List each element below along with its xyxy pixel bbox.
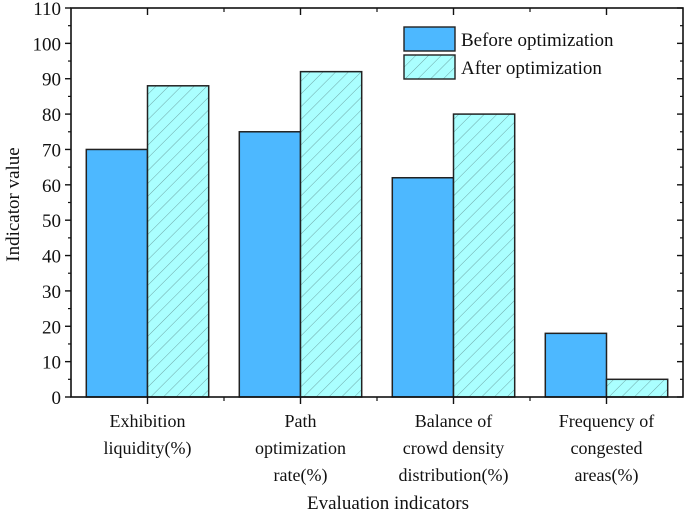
x-category-label: Path optimization rate(%) xyxy=(255,411,346,486)
bar-before-2 xyxy=(391,176,455,398)
x-category-label-line: Balance of xyxy=(415,411,492,431)
x-category-label-line: crowd density xyxy=(403,438,504,458)
bar-before-3 xyxy=(544,332,608,398)
bar-after-2 xyxy=(452,113,516,398)
y-tick-label: 50 xyxy=(42,211,61,232)
x-category-label-line: Exhibition xyxy=(110,411,186,431)
x-axis-title: Evaluation indicators xyxy=(307,493,469,514)
x-category-label-line: Frequency of xyxy=(559,411,654,431)
y-tick-label: 80 xyxy=(42,105,61,126)
y-tick-label: 70 xyxy=(42,140,61,161)
legend-label-before: Before optimization xyxy=(461,30,614,51)
bar-after-1 xyxy=(299,70,363,398)
legend-swatch-before xyxy=(403,26,456,52)
y-tick-label: 0 xyxy=(52,388,62,409)
bar-before-1 xyxy=(238,131,302,398)
legend-label-after: After optimization xyxy=(461,58,602,79)
x-category-label: Balance of crowd density distribution(%) xyxy=(399,411,509,486)
y-axis-title: Indicator value xyxy=(3,147,24,261)
x-category-label-line: liquidity(%) xyxy=(104,438,192,459)
y-tick-label: 100 xyxy=(33,34,62,55)
x-categories-group: Exhibition liquidity(%) Path optimization ra… xyxy=(104,8,654,486)
bar-after-0 xyxy=(146,85,210,398)
x-category-label-line: rate(%) xyxy=(274,465,328,486)
y-ticks-group: 0 10 20 30 40 50 60 70 80 90 100 110 xyxy=(33,0,683,409)
x-category-label-line: optimization xyxy=(255,438,346,458)
y-tick-label: 30 xyxy=(42,282,61,303)
y-tick-label: 20 xyxy=(42,317,61,338)
y-tick-label: 110 xyxy=(33,0,61,20)
y-tick-label: 90 xyxy=(42,70,61,91)
x-category-label: Exhibition liquidity(%) xyxy=(104,411,192,459)
y-tick-label: 40 xyxy=(42,247,61,268)
x-category-label-line: congested xyxy=(571,438,643,458)
bars-group xyxy=(85,70,669,398)
y-tick-label: 10 xyxy=(42,353,61,374)
bar-before-0 xyxy=(85,148,149,398)
bar-after-3 xyxy=(605,378,669,398)
y-tick-label: 60 xyxy=(42,176,61,197)
x-category-label-line: distribution(%) xyxy=(399,465,509,486)
x-category-label: Frequency of congested areas(%) xyxy=(559,411,654,486)
x-category-label-line: Path xyxy=(284,411,316,431)
legend: Before optimization After optimization xyxy=(403,26,614,80)
x-category-label-line: areas(%) xyxy=(575,465,639,486)
legend-swatch-after xyxy=(403,54,456,80)
